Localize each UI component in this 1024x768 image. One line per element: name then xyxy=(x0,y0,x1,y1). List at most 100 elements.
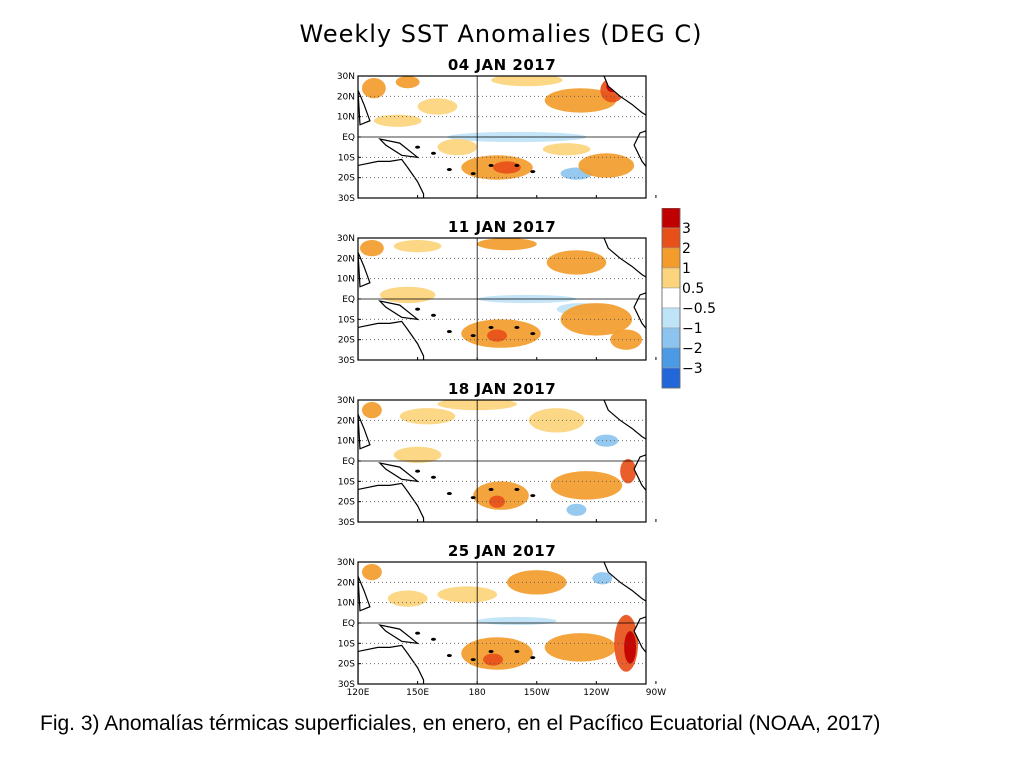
x-tick-label: 150E xyxy=(406,688,429,698)
y-tick-label: EQ xyxy=(342,457,355,467)
colorbar-swatch xyxy=(661,347,681,369)
island xyxy=(488,649,494,653)
anomaly-patch xyxy=(395,76,420,89)
island xyxy=(530,170,536,174)
anomaly-patch xyxy=(477,238,537,251)
land-mass xyxy=(378,300,420,321)
sst-panel-4: 25 JAN 2017 30N 20N 10N EQ 10S 20S 30S 120E 150E… xyxy=(300,542,666,698)
land-mass xyxy=(358,644,425,684)
colorbar-swatch xyxy=(661,208,681,229)
land-mass xyxy=(378,624,420,645)
island xyxy=(514,163,520,167)
y-tick-label: EQ xyxy=(342,619,355,629)
land-mass xyxy=(378,138,420,159)
anomaly-patch xyxy=(359,240,384,257)
colorbar-swatch xyxy=(661,367,681,389)
y-tick-label: 20N xyxy=(337,92,355,102)
anomaly-patch xyxy=(399,408,456,425)
y-tick-label: 20S xyxy=(338,174,355,184)
island xyxy=(488,163,494,167)
anomaly-patch xyxy=(373,114,422,127)
y-tick-label: 10S xyxy=(338,477,355,487)
y-tick-label: 20N xyxy=(337,578,355,588)
x-tick-label: 150W xyxy=(524,688,550,698)
anomaly-patch xyxy=(483,653,503,666)
anomaly-patch xyxy=(361,564,382,581)
colorbar-label: 3 xyxy=(682,221,691,237)
island xyxy=(470,334,476,338)
island xyxy=(446,654,452,658)
island xyxy=(430,637,436,641)
x-tick-label: 90W xyxy=(646,688,666,698)
y-tick-label: 10N xyxy=(337,275,355,285)
panel-date: 11 JAN 2017 xyxy=(447,218,557,236)
colorbar-swatch xyxy=(661,307,681,329)
island xyxy=(430,313,436,317)
anomaly-patch xyxy=(544,633,617,662)
land-mass xyxy=(358,482,425,522)
colorbar-frame xyxy=(661,208,681,389)
anomaly-patch xyxy=(477,616,557,626)
y-tick-label: 10N xyxy=(337,599,355,609)
island xyxy=(530,656,536,660)
panel-map: 30N 20N 10N EQ 10S 20S 30S xyxy=(337,396,657,528)
colorbar-label: −1 xyxy=(682,321,703,337)
land-mass xyxy=(358,576,371,612)
anomaly-patch xyxy=(437,586,498,603)
anomaly-patch xyxy=(528,408,585,433)
y-tick-label: 10N xyxy=(337,113,355,123)
anomaly-patch xyxy=(387,590,428,607)
y-tick-label: 30S xyxy=(338,194,355,204)
anomaly-patch xyxy=(560,303,633,336)
colorbar-label: 1 xyxy=(682,261,691,277)
land-mass xyxy=(358,90,371,126)
colorbar-swatch xyxy=(661,267,681,289)
colorbar-label: 2 xyxy=(682,241,691,257)
anomaly-patch xyxy=(489,495,505,508)
y-tick-label: 30N xyxy=(337,234,355,244)
land-mass xyxy=(603,238,646,278)
anomaly-patch xyxy=(393,240,442,253)
land-mass xyxy=(603,400,646,440)
sst-panel-2: 11 JAN 2017 30N 20N 10N EQ 10S 20S 30S xyxy=(300,218,660,370)
colorbar: 3 2 1 0.5 −0.5 −1 −2 −3 xyxy=(661,208,716,389)
island xyxy=(470,658,476,662)
colorbar-label: −3 xyxy=(682,361,703,377)
y-tick-label: 20N xyxy=(337,254,355,264)
land-mass xyxy=(378,462,420,483)
island xyxy=(488,325,494,329)
colorbar-swatch xyxy=(661,327,681,349)
y-tick-label: 30N xyxy=(337,558,355,568)
y-tick-label: EQ xyxy=(342,295,355,305)
anomaly-patch xyxy=(544,88,617,113)
colorbar-label: 0.5 xyxy=(682,281,704,297)
island xyxy=(415,307,421,311)
y-tick-label: 30N xyxy=(337,396,355,406)
land-mass xyxy=(603,76,646,116)
island xyxy=(415,469,421,473)
island xyxy=(470,172,476,176)
land-mass xyxy=(358,252,371,288)
panel-map: 30N 20N 10N EQ 10S 20S 30S xyxy=(337,234,657,366)
panel-date: 04 JAN 2017 xyxy=(447,56,557,74)
anomaly-patch xyxy=(417,98,458,115)
anomaly-patch xyxy=(546,250,607,275)
y-tick-label: 20S xyxy=(338,660,355,670)
anomaly-patch xyxy=(437,139,478,156)
anomaly-patch xyxy=(487,329,507,342)
anomaly-patch xyxy=(542,143,591,156)
island xyxy=(446,492,452,496)
island xyxy=(415,145,421,149)
land-mass xyxy=(358,414,371,450)
anomaly-patch xyxy=(624,631,637,664)
x-tick-label: 120E xyxy=(347,688,370,698)
y-tick-label: 10S xyxy=(338,315,355,325)
anomaly-patch xyxy=(491,76,563,87)
island xyxy=(514,487,520,491)
panel-date: 18 JAN 2017 xyxy=(447,380,557,398)
y-tick-label: 30S xyxy=(338,680,355,690)
island xyxy=(470,496,476,500)
panel-date: 25 JAN 2017 xyxy=(447,542,557,560)
